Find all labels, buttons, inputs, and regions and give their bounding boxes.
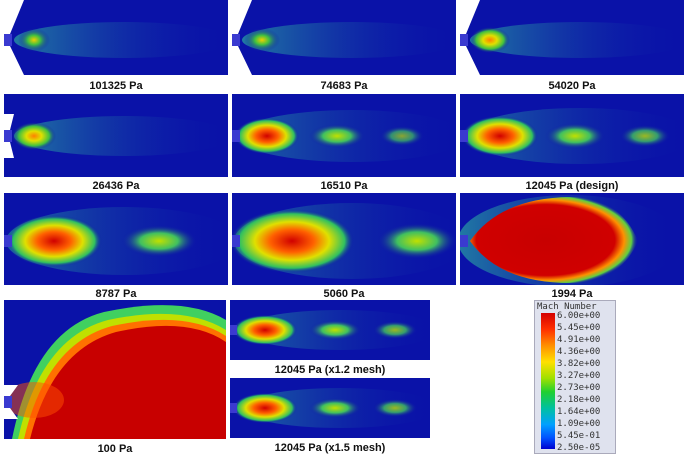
legend-label: 4.36e+00 xyxy=(557,347,601,357)
legend-label: 3.27e+00 xyxy=(557,371,601,381)
legend-label: 2.18e+00 xyxy=(557,395,601,405)
contour-panel-12045-design xyxy=(460,94,684,177)
caption-100: 100 Pa xyxy=(97,443,133,455)
caption-16510: 16510 Pa xyxy=(320,180,368,192)
contour-panel-12045-x1.2 xyxy=(230,300,430,360)
caption-54020: 54020 Pa xyxy=(548,80,596,92)
caption-12045-x1.5: 12045 Pa (x1.5 mesh) xyxy=(274,442,386,454)
contour-panel-54020 xyxy=(460,0,684,75)
caption-26436: 26436 Pa xyxy=(92,180,140,192)
contour-panel-8787 xyxy=(4,193,228,285)
caption-12045-design: 12045 Pa (design) xyxy=(525,180,619,192)
caption-8787: 8787 Pa xyxy=(95,288,137,300)
contour-panel-74683 xyxy=(232,0,456,75)
contour-panel-12045-x1.5 xyxy=(230,378,430,438)
legend-label: 6.00e+00 xyxy=(557,311,601,321)
legend-label: 3.82e+00 xyxy=(557,359,601,369)
legend-label: 1.64e+00 xyxy=(557,407,601,417)
contour-panel-5060 xyxy=(232,193,456,285)
legend-label: 4.91e+00 xyxy=(557,335,601,345)
contour-panel-100 xyxy=(4,300,226,439)
contour-panel-26436 xyxy=(4,94,228,177)
contour-panel-101325 xyxy=(4,0,228,75)
legend-label: 1.09e+00 xyxy=(557,419,601,429)
legend-label: 5.45e-01 xyxy=(557,431,601,441)
contour-panel-1994 xyxy=(460,193,684,285)
caption-101325: 101325 Pa xyxy=(89,80,143,92)
legend-color-bar xyxy=(541,313,555,449)
legend-label: 2.73e+00 xyxy=(557,383,601,393)
legend-title: Mach Number xyxy=(537,302,597,312)
contour-panel-16510 xyxy=(232,94,456,177)
caption-1994: 1994 Pa xyxy=(551,288,593,300)
legend-label: 2.50e-05 xyxy=(557,443,601,453)
legend-label: 5.45e+00 xyxy=(557,323,601,333)
caption-12045-x1.2: 12045 Pa (x1.2 mesh) xyxy=(274,364,386,376)
legend-labels: 6.00e+00 5.45e+00 4.91e+00 4.36e+00 3.82… xyxy=(557,311,615,453)
caption-74683: 74683 Pa xyxy=(320,80,368,92)
caption-5060: 5060 Pa xyxy=(323,288,365,300)
mach-number-legend: Mach Number 6.00e+00 5.45e+00 4.91e+00 4… xyxy=(534,300,616,454)
